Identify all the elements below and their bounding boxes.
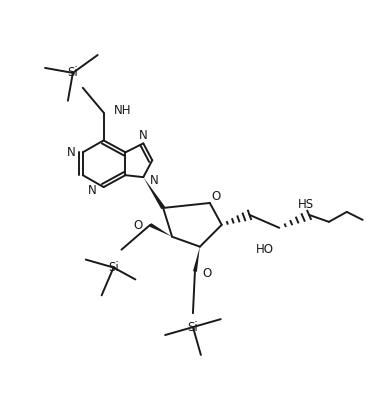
Text: N: N xyxy=(139,129,148,142)
Text: Si: Si xyxy=(188,321,198,334)
Text: N: N xyxy=(67,146,76,159)
Text: O: O xyxy=(203,267,212,280)
Text: O: O xyxy=(211,190,221,203)
Polygon shape xyxy=(193,247,200,272)
Text: HO: HO xyxy=(255,243,273,256)
Text: NH: NH xyxy=(114,104,131,117)
Text: N: N xyxy=(150,174,159,187)
Text: Si: Si xyxy=(108,261,119,274)
Polygon shape xyxy=(143,177,165,209)
Polygon shape xyxy=(149,223,172,237)
Text: N: N xyxy=(88,184,97,197)
Text: O: O xyxy=(133,219,142,232)
Text: Si: Si xyxy=(67,66,78,79)
Text: HS: HS xyxy=(298,198,314,211)
